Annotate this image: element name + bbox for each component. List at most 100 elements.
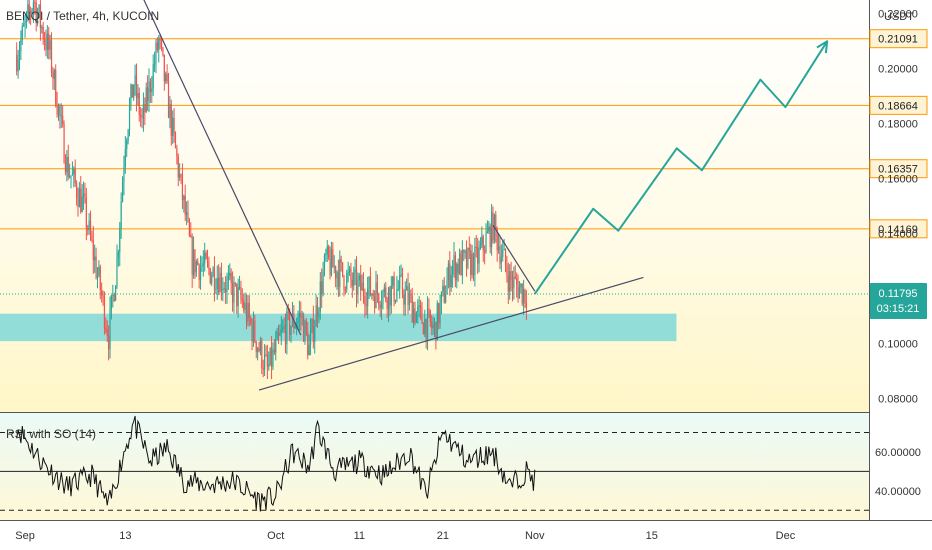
candle-body xyxy=(400,273,402,276)
candle-body xyxy=(173,117,175,133)
time-axis-background xyxy=(0,520,932,550)
candle-body xyxy=(181,174,184,200)
candle-body xyxy=(516,278,518,285)
candle-body xyxy=(144,104,146,112)
candle-body xyxy=(393,276,395,302)
candle-body xyxy=(354,269,356,273)
candle-body xyxy=(464,251,466,253)
candle-body xyxy=(308,344,310,356)
axis-ticks-layer: 0.220000.200000.180000.160000.140000.120… xyxy=(878,9,918,406)
candle-body xyxy=(123,166,125,182)
candle-body xyxy=(194,249,196,273)
candle-body xyxy=(358,275,360,281)
price-tick-label: 0.20000 xyxy=(878,64,918,76)
candle-body xyxy=(71,174,74,176)
candle-body xyxy=(489,226,491,247)
candle-body xyxy=(309,330,312,345)
candle-body xyxy=(470,250,472,275)
price-tick-label: 0.18000 xyxy=(878,119,918,131)
candle-body xyxy=(237,287,239,307)
candle-body xyxy=(456,263,458,281)
candle-body xyxy=(205,252,207,259)
candle-body xyxy=(101,290,103,296)
candle-body xyxy=(339,259,341,288)
candle-body xyxy=(198,264,200,280)
candle-body xyxy=(401,273,404,295)
candle-body xyxy=(159,38,161,40)
candle-body xyxy=(404,290,406,305)
candle-body xyxy=(225,288,227,292)
candle-body xyxy=(151,88,153,93)
candle-body xyxy=(436,303,438,341)
candle-body xyxy=(520,283,522,288)
candle-body xyxy=(439,302,441,324)
candle-body xyxy=(95,256,97,278)
candle-body xyxy=(177,156,179,178)
candle-body xyxy=(215,288,217,290)
candle-body xyxy=(244,303,246,310)
candle-body xyxy=(102,295,104,297)
candle-body xyxy=(250,317,252,323)
candle-body xyxy=(202,263,204,266)
candle-body xyxy=(45,42,47,50)
candle-body xyxy=(415,312,417,323)
candle-body xyxy=(450,274,452,288)
candle-body xyxy=(525,302,528,309)
candle-body xyxy=(486,231,489,234)
candle-body xyxy=(252,320,255,342)
candle-body xyxy=(364,296,366,305)
candle-body xyxy=(449,263,451,288)
candle-body xyxy=(286,311,288,345)
candle-body xyxy=(460,253,462,276)
candle-body xyxy=(162,47,164,55)
candle-body xyxy=(514,276,516,279)
candle-body xyxy=(149,81,152,93)
candle-body xyxy=(319,281,321,312)
candle-body xyxy=(385,287,387,300)
candle-body xyxy=(382,291,384,304)
candle-body xyxy=(273,349,275,353)
candle-body xyxy=(66,156,68,173)
candle-body xyxy=(62,115,64,124)
candle-body xyxy=(369,276,372,296)
candle-body xyxy=(258,348,260,352)
candle-body xyxy=(270,347,273,367)
rsi-tick-label: 60.00000 xyxy=(875,447,921,459)
candle-body xyxy=(261,340,263,369)
candle-body xyxy=(275,339,277,353)
candle-body xyxy=(315,305,317,327)
candle-body xyxy=(59,105,61,116)
candle-body xyxy=(117,252,119,258)
candle-body xyxy=(341,262,344,276)
candle-body xyxy=(186,212,188,216)
price-tick-label: 0.22000 xyxy=(878,9,918,21)
candle-body xyxy=(272,349,274,367)
time-tick-label: Nov xyxy=(525,530,545,542)
candle-body xyxy=(236,283,238,307)
candle-body xyxy=(467,247,469,268)
resistance-badge xyxy=(869,95,928,115)
candle-body xyxy=(367,288,369,307)
candle-body xyxy=(336,272,338,279)
candle-body xyxy=(361,282,363,291)
candle-body xyxy=(188,220,190,236)
candle-body xyxy=(478,247,480,264)
candle-body xyxy=(216,277,218,289)
candle-body xyxy=(63,123,65,163)
candle-body xyxy=(248,302,250,318)
candle-body xyxy=(353,272,355,286)
candle-body xyxy=(452,265,454,275)
candle-body xyxy=(475,246,477,248)
trendline xyxy=(143,0,302,336)
candle-body xyxy=(222,289,224,291)
time-tick-label: Dec xyxy=(776,530,796,542)
candle-body xyxy=(81,196,83,212)
candle-body xyxy=(297,318,299,324)
candle-body xyxy=(163,54,165,82)
candle-body xyxy=(374,295,376,308)
candle-body xyxy=(21,26,23,40)
candle-body xyxy=(85,197,87,229)
resistance-badge xyxy=(869,219,928,239)
candle-body xyxy=(153,63,156,65)
